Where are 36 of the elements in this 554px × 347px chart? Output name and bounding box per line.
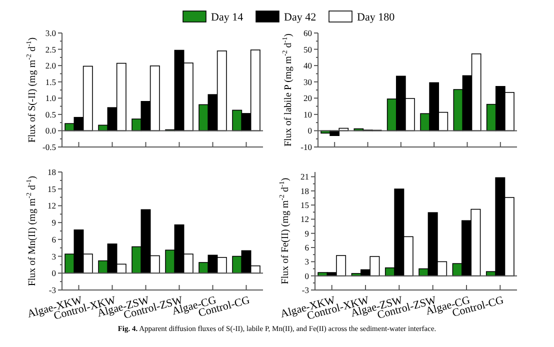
legend-label: Day 42 — [284, 12, 316, 24]
y-tick-label: 6 — [52, 234, 56, 244]
y-tick-label: 2.5 — [45, 44, 56, 54]
y-tick-label: 30 — [304, 76, 312, 87]
y-tick-label: 9 — [52, 218, 56, 228]
y-tick-label: 3.0 — [45, 28, 56, 38]
y-tick-label: 10 — [304, 109, 312, 120]
y-tick-label: 1.0 — [45, 93, 56, 104]
y-tick-label: 0 — [52, 268, 56, 278]
y-tick-label: -10 — [300, 142, 312, 152]
y-tick-label: 18 — [300, 186, 309, 196]
y-tick-label: 0.0 — [45, 126, 56, 136]
y-tick-label: 15 — [48, 184, 56, 194]
y-tick-label: 1.5 — [45, 76, 56, 87]
y-tick-label: -3 — [48, 284, 56, 295]
y-tick-label: 18 — [48, 166, 56, 177]
y-tick-label: -0.5 — [42, 142, 56, 152]
y-tick-label: 6 — [304, 242, 309, 252]
legend-label: Day 14 — [211, 12, 244, 24]
y-tick-label: 20 — [304, 93, 312, 104]
y-tick-label: 9 — [304, 228, 309, 238]
y-tick-label: 0.5 — [45, 109, 56, 120]
y-tick-label: 3 — [52, 251, 56, 262]
y-tick-label: 50 — [304, 44, 312, 54]
y-tick-label: 0 — [304, 270, 309, 281]
y-tick-label: 60 — [304, 28, 312, 38]
y-tick-label: -3 — [302, 284, 309, 295]
y-tick-label: 12 — [48, 200, 56, 211]
y-tick-label: 21 — [300, 172, 309, 182]
y-tick-label: 3 — [304, 256, 309, 267]
y-tick-label: 2.0 — [45, 60, 56, 71]
y-tick-label: 12 — [300, 214, 309, 224]
y-tick-label: 0 — [308, 126, 312, 136]
y-tick-label: 15 — [300, 200, 309, 210]
y-tick-label: 40 — [304, 60, 312, 71]
legend-label: Day 180 — [357, 12, 396, 24]
